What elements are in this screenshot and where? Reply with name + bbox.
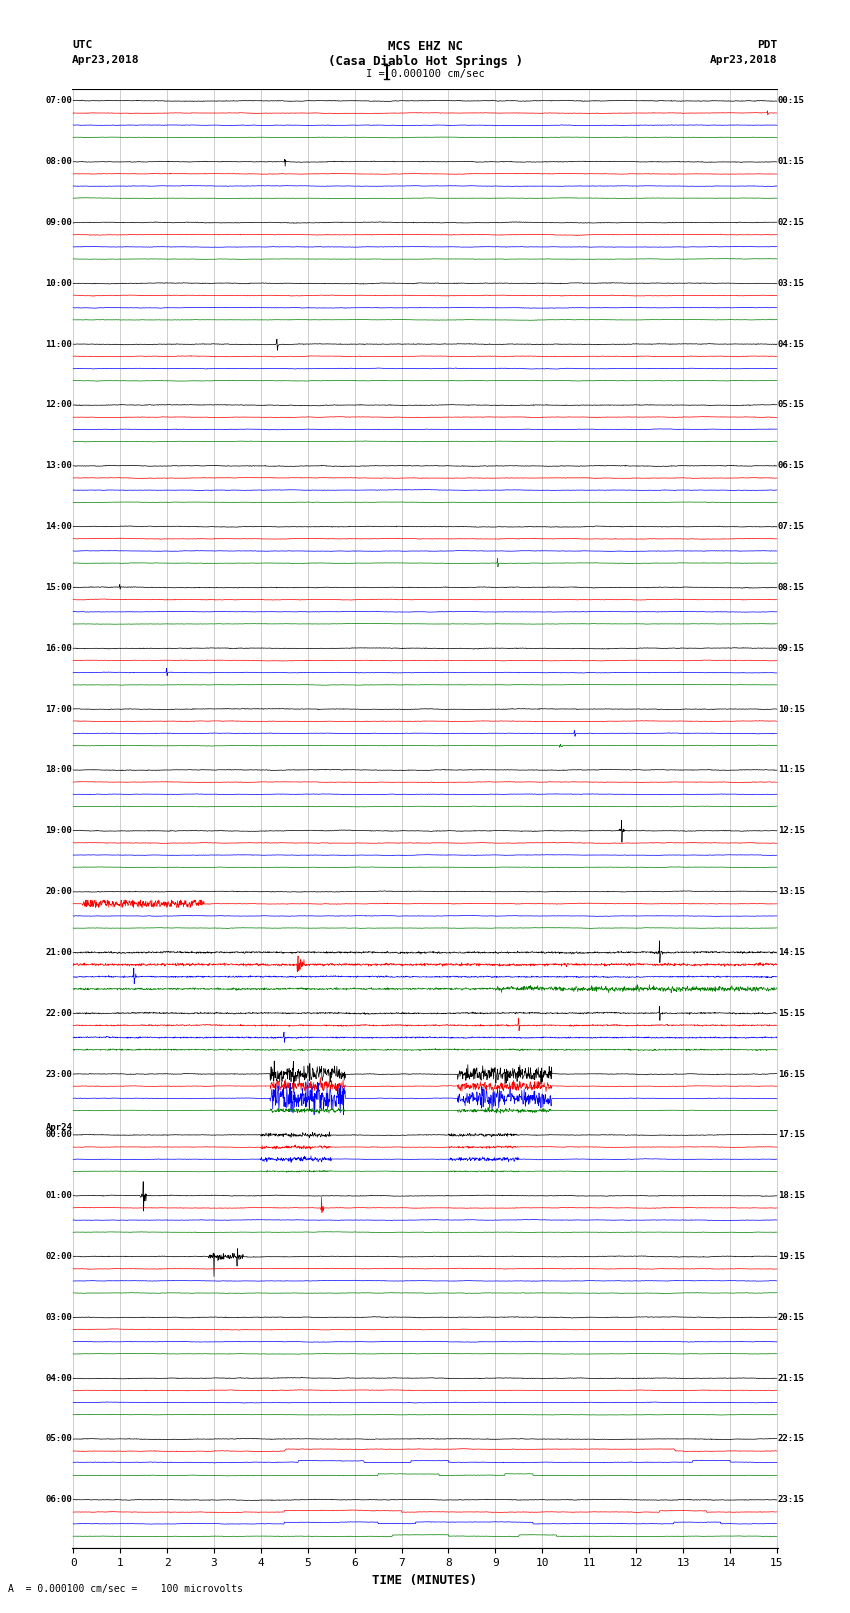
Text: 13:00: 13:00 [45, 461, 72, 471]
Text: 17:15: 17:15 [778, 1131, 805, 1139]
Text: 23:00: 23:00 [45, 1069, 72, 1079]
Text: 21:15: 21:15 [778, 1374, 805, 1382]
Text: 06:00: 06:00 [45, 1495, 72, 1505]
Text: 14:00: 14:00 [45, 523, 72, 531]
Text: 02:15: 02:15 [778, 218, 805, 227]
Text: MCS EHZ NC: MCS EHZ NC [388, 40, 462, 53]
Text: (Casa Diablo Hot Springs ): (Casa Diablo Hot Springs ) [327, 55, 523, 68]
Text: 04:00: 04:00 [45, 1374, 72, 1382]
Text: 17:00: 17:00 [45, 705, 72, 713]
Text: 06:15: 06:15 [778, 461, 805, 471]
Text: 12:00: 12:00 [45, 400, 72, 410]
X-axis label: TIME (MINUTES): TIME (MINUTES) [372, 1574, 478, 1587]
Text: 05:00: 05:00 [45, 1434, 72, 1444]
Text: Apr23,2018: Apr23,2018 [72, 55, 139, 65]
Text: 03:15: 03:15 [778, 279, 805, 287]
Text: 00:00: 00:00 [45, 1131, 72, 1139]
Text: 21:00: 21:00 [45, 948, 72, 957]
Text: 22:00: 22:00 [45, 1008, 72, 1018]
Text: 07:00: 07:00 [45, 97, 72, 105]
Text: I = 0.000100 cm/sec: I = 0.000100 cm/sec [366, 69, 484, 79]
Text: 18:00: 18:00 [45, 766, 72, 774]
Text: 12:15: 12:15 [778, 826, 805, 836]
Text: 08:00: 08:00 [45, 156, 72, 166]
Text: 20:15: 20:15 [778, 1313, 805, 1321]
Text: 02:00: 02:00 [45, 1252, 72, 1261]
Text: 01:15: 01:15 [778, 156, 805, 166]
Text: 05:15: 05:15 [778, 400, 805, 410]
Text: 08:15: 08:15 [778, 582, 805, 592]
Text: 00:15: 00:15 [778, 97, 805, 105]
Text: 19:15: 19:15 [778, 1252, 805, 1261]
Text: 04:15: 04:15 [778, 340, 805, 348]
Text: 11:15: 11:15 [778, 766, 805, 774]
Text: 13:15: 13:15 [778, 887, 805, 897]
Text: 14:15: 14:15 [778, 948, 805, 957]
Text: 19:00: 19:00 [45, 826, 72, 836]
Text: 09:00: 09:00 [45, 218, 72, 227]
Text: 16:15: 16:15 [778, 1069, 805, 1079]
Text: 03:00: 03:00 [45, 1313, 72, 1321]
Text: Apr24: Apr24 [45, 1123, 72, 1132]
Text: 15:15: 15:15 [778, 1008, 805, 1018]
Text: A  = 0.000100 cm/sec =    100 microvolts: A = 0.000100 cm/sec = 100 microvolts [8, 1584, 243, 1594]
Text: 11:00: 11:00 [45, 340, 72, 348]
Text: 10:15: 10:15 [778, 705, 805, 713]
Text: Apr23,2018: Apr23,2018 [711, 55, 778, 65]
Text: 07:15: 07:15 [778, 523, 805, 531]
Text: 09:15: 09:15 [778, 644, 805, 653]
Text: 20:00: 20:00 [45, 887, 72, 897]
Text: 10:00: 10:00 [45, 279, 72, 287]
Text: UTC: UTC [72, 40, 93, 50]
Text: 16:00: 16:00 [45, 644, 72, 653]
Text: 22:15: 22:15 [778, 1434, 805, 1444]
Text: 18:15: 18:15 [778, 1192, 805, 1200]
Text: PDT: PDT [757, 40, 778, 50]
Text: 15:00: 15:00 [45, 582, 72, 592]
Text: 23:15: 23:15 [778, 1495, 805, 1505]
Text: 01:00: 01:00 [45, 1192, 72, 1200]
